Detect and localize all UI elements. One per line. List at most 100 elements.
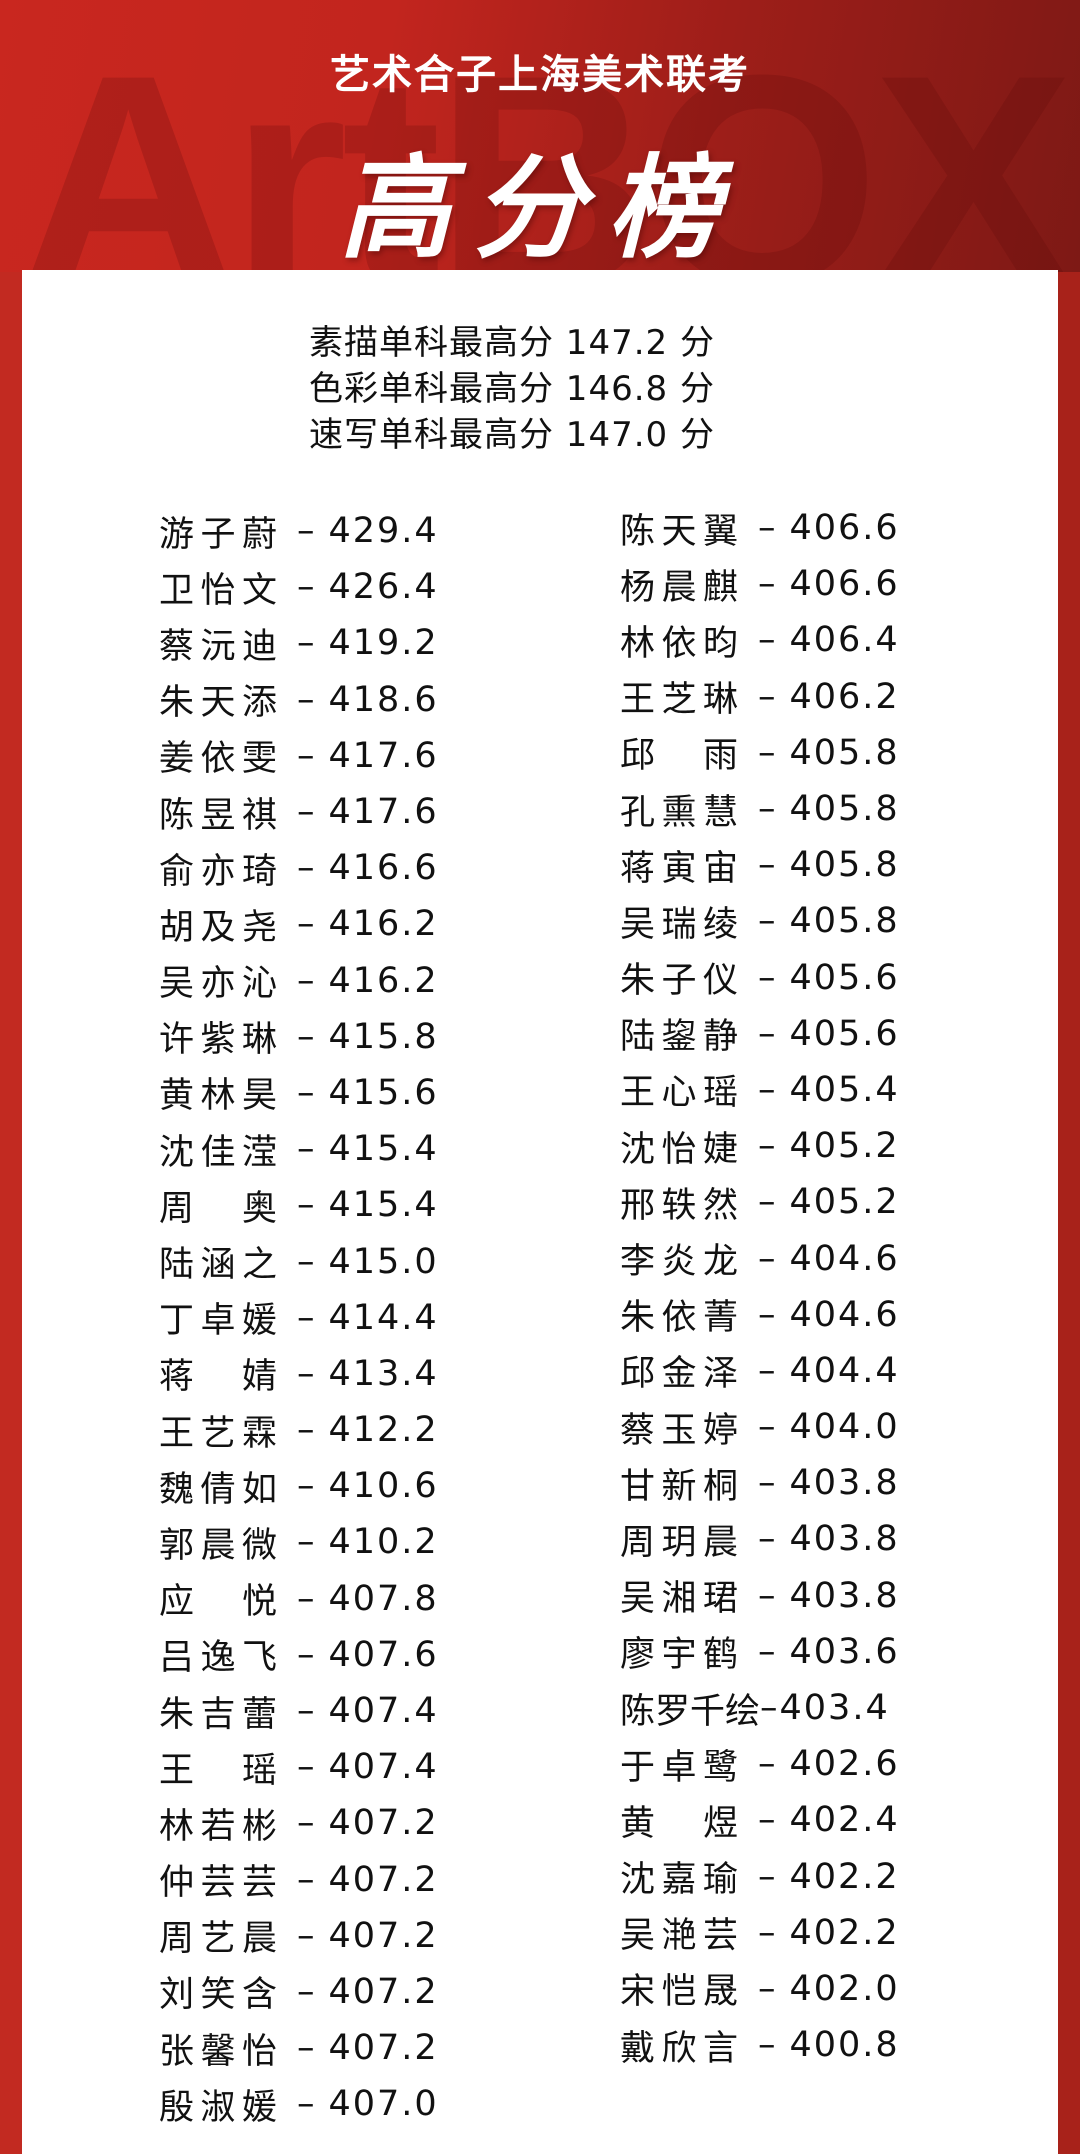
separator: – bbox=[297, 1129, 315, 1170]
student-name: 吴亦沁 bbox=[159, 964, 277, 1005]
student-name: 陆涵之 bbox=[159, 1245, 277, 1286]
separator: – bbox=[297, 2028, 315, 2069]
ranking-row: 许紫琳 –415.8 bbox=[159, 1009, 439, 1065]
student-name: 陈天翼 bbox=[620, 511, 738, 552]
ranking-row: 蔡玉婷 –404.0 bbox=[620, 1399, 900, 1455]
ranking-row: 游子蔚 –429.4 bbox=[159, 503, 439, 559]
separator: – bbox=[297, 1634, 315, 1675]
separator: – bbox=[758, 845, 776, 886]
ranking-row: 俞亦琦 –416.6 bbox=[159, 840, 439, 896]
ranking-row: 王芝琳 –406.2 bbox=[620, 669, 900, 725]
separator: – bbox=[758, 1856, 776, 1897]
ranking-row: 陆鋆静 –405.6 bbox=[620, 1006, 900, 1062]
separator: – bbox=[297, 1915, 315, 1956]
student-score: 405.2 bbox=[789, 1126, 900, 1167]
ranking-row: 邱雨 –405.8 bbox=[620, 725, 900, 781]
ranking-row: 周艺晨 –407.2 bbox=[159, 1908, 439, 1964]
ranking-row: 应悦 –407.8 bbox=[159, 1571, 439, 1627]
ranking-row: 陈昱祺 –417.6 bbox=[159, 784, 439, 840]
ranking-row: 沈嘉瑜 –402.2 bbox=[620, 1849, 900, 1905]
separator: – bbox=[758, 1575, 776, 1616]
student-score: 412.2 bbox=[328, 1410, 439, 1451]
ranking-row: 沈佳滢 –415.4 bbox=[159, 1121, 439, 1177]
student-score: 402.4 bbox=[789, 1800, 900, 1841]
ranking-row: 李炎龙 –404.6 bbox=[620, 1230, 900, 1286]
student-name: 黄林昊 bbox=[159, 1076, 277, 1117]
ranking-row: 廖宇鹤 –403.6 bbox=[620, 1624, 900, 1680]
student-score: 407.2 bbox=[328, 1859, 439, 1900]
separator: – bbox=[758, 1800, 776, 1841]
student-name: 卫怡文 bbox=[159, 570, 277, 611]
separator: – bbox=[758, 1013, 776, 1054]
ranking-row: 张馨怡 –407.2 bbox=[159, 2020, 439, 2076]
student-name: 邱雨 bbox=[620, 736, 738, 777]
student-score: 419.2 bbox=[328, 623, 439, 664]
page-title: 高分榜 bbox=[339, 143, 741, 272]
student-name: 吴湘珺 bbox=[620, 1579, 738, 1620]
separator: – bbox=[297, 1353, 315, 1394]
ranking-row: 陆涵之 –415.0 bbox=[159, 1233, 439, 1289]
ranking-row: 陈罗千绘 –403.4 bbox=[620, 1680, 900, 1736]
separator: – bbox=[297, 1241, 315, 1282]
ranking-row: 孔熏慧 –405.8 bbox=[620, 781, 900, 837]
student-name: 沈佳滢 bbox=[159, 1132, 277, 1173]
student-name: 宋恺晟 bbox=[620, 1972, 738, 2013]
student-score: 405.6 bbox=[789, 957, 900, 998]
student-score: 415.6 bbox=[328, 1072, 439, 1113]
ranking-row: 蒋婧 –413.4 bbox=[159, 1346, 439, 1402]
student-name: 丁卓媛 bbox=[159, 1301, 277, 1342]
student-name: 陆鋆静 bbox=[620, 1017, 738, 1058]
student-name: 蒋寅宙 bbox=[620, 848, 738, 889]
student-name: 吴滟芸 bbox=[620, 1916, 738, 1957]
separator: – bbox=[758, 1182, 776, 1223]
student-score: 405.8 bbox=[789, 732, 900, 773]
student-name: 朱吉蕾 bbox=[159, 1694, 277, 1735]
separator: – bbox=[758, 1912, 776, 1953]
separator: – bbox=[758, 789, 776, 830]
student-name: 陈昱祺 bbox=[159, 795, 277, 836]
ranking-row: 蔡沅迪 –419.2 bbox=[159, 615, 439, 671]
student-score: 415.4 bbox=[328, 1129, 439, 1170]
ranking-row: 于卓鹭 –402.6 bbox=[620, 1736, 900, 1792]
separator: – bbox=[758, 732, 776, 773]
student-score: 402.0 bbox=[789, 1968, 900, 2009]
separator: – bbox=[297, 735, 315, 776]
ranking-row: 殷淑媛 –407.0 bbox=[159, 2076, 439, 2132]
separator: – bbox=[758, 1294, 776, 1335]
student-name: 姜依雯 bbox=[159, 739, 277, 780]
ranking-row: 朱天添 –418.6 bbox=[159, 672, 439, 728]
separator: – bbox=[297, 1578, 315, 1619]
ranking-row: 宋恺晟 –402.0 bbox=[620, 1961, 900, 2017]
separator: – bbox=[297, 1297, 315, 1338]
separator: – bbox=[297, 1072, 315, 1113]
ranking-row: 周奥 –415.4 bbox=[159, 1177, 439, 1233]
student-score: 402.6 bbox=[789, 1744, 900, 1785]
student-name: 吕逸飞 bbox=[159, 1638, 277, 1679]
student-score: 404.6 bbox=[789, 1294, 900, 1335]
student-score: 429.4 bbox=[328, 511, 439, 552]
ranking-right-column: 陈天翼 –406.6 杨晨麒 –406.6 林依昀 –406.4 王芝琳 –406.2 邱雨 –4… bbox=[620, 500, 900, 2073]
student-score: 426.4 bbox=[328, 567, 439, 608]
student-name: 游子蔚 bbox=[159, 514, 277, 555]
header-subtitle: 艺术合子上海美术联考 bbox=[330, 52, 750, 98]
student-name: 戴欣言 bbox=[620, 2028, 738, 2069]
separator: – bbox=[297, 1185, 315, 1226]
separator: – bbox=[758, 957, 776, 998]
separator: – bbox=[297, 1466, 315, 1507]
student-name: 王瑶 bbox=[159, 1750, 277, 1791]
separator: – bbox=[758, 1519, 776, 1560]
student-score: 405.8 bbox=[789, 789, 900, 830]
student-score: 403.4 bbox=[779, 1688, 890, 1729]
student-score: 405.8 bbox=[789, 901, 900, 942]
ranking-row: 吴亦沁 –416.2 bbox=[159, 953, 439, 1009]
student-score: 410.2 bbox=[328, 1522, 439, 1563]
separator: – bbox=[758, 1350, 776, 1391]
separator: – bbox=[758, 1126, 776, 1167]
quick-sketch-top-score: 速写单科最高分 147.0 分 bbox=[309, 415, 715, 455]
student-name: 仲芸芸 bbox=[159, 1863, 277, 1904]
ranking-row: 邱金泽 –404.4 bbox=[620, 1343, 900, 1399]
ranking-row: 吴滟芸 –402.2 bbox=[620, 1905, 900, 1961]
student-score: 416.2 bbox=[328, 904, 439, 945]
ranking-row: 朱依菁 –404.6 bbox=[620, 1287, 900, 1343]
student-name: 沈嘉瑜 bbox=[620, 1860, 738, 1901]
